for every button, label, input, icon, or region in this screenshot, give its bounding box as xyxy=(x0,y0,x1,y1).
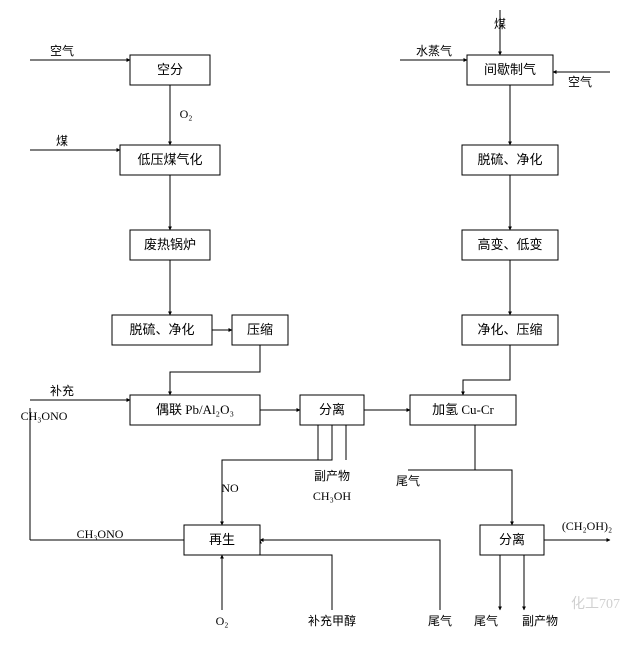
edge-label: 煤 xyxy=(56,134,68,148)
free-label: CH₃ONO xyxy=(21,409,68,423)
edge-label: O₂ xyxy=(180,107,193,121)
node-label-n6: 偶联 Pb/Al₂O₃ xyxy=(156,402,234,417)
edge xyxy=(170,345,260,395)
node-label-n4: 脱硫、净化 xyxy=(129,322,194,337)
node-label-n11: 间歇制气 xyxy=(484,62,536,77)
edge-label: 副产物 xyxy=(522,614,558,628)
edge-label: 补充甲醇 xyxy=(308,613,356,628)
node-label-n10: 分离 xyxy=(499,532,525,547)
node-label-n1: 空分 xyxy=(157,62,183,77)
node-label-n5: 压缩 xyxy=(247,322,273,337)
free-label: CH₃ONO xyxy=(77,527,124,541)
free-label: CH₃OH xyxy=(313,489,352,503)
edge-label: 尾气 xyxy=(474,613,498,628)
node-label-n2: 低压煤气化 xyxy=(137,152,202,167)
node-label-n3: 废热锅炉 xyxy=(144,237,196,252)
node-label-n9: 再生 xyxy=(209,532,235,547)
edge xyxy=(463,345,510,395)
edge-label: 水蒸气 xyxy=(416,43,452,58)
edge-label: NO xyxy=(221,481,239,495)
edge-label: 煤 xyxy=(494,17,506,31)
edge-label: (CH₂OH)₂ xyxy=(562,519,612,533)
edge xyxy=(260,540,332,610)
node-label-n7: 分离 xyxy=(319,402,345,417)
watermark: 化工707 xyxy=(571,596,620,612)
node-label-n8: 加氢 Cu-Cr xyxy=(432,402,494,417)
free-label: 副产物 xyxy=(314,469,350,483)
node-label-n12: 脱硫、净化 xyxy=(477,152,542,167)
edge xyxy=(260,540,440,610)
edge-label: 补充 xyxy=(50,383,74,398)
edge-label: 尾气 xyxy=(428,613,452,628)
node-label-n14: 净化、压缩 xyxy=(477,322,542,337)
flowchart-canvas: 空气O₂煤补充NOO₂补充甲醇尾气尾气副产物(CH₂OH)₂尾气煤水蒸气空气空分… xyxy=(0,0,640,672)
edge-label: O₂ xyxy=(216,614,229,628)
edge-label: 尾气 xyxy=(396,473,420,488)
edge-label: 空气 xyxy=(50,43,74,58)
edge-label: 空气 xyxy=(568,74,592,89)
node-label-n13: 高变、低变 xyxy=(477,237,542,252)
edge xyxy=(475,425,512,525)
